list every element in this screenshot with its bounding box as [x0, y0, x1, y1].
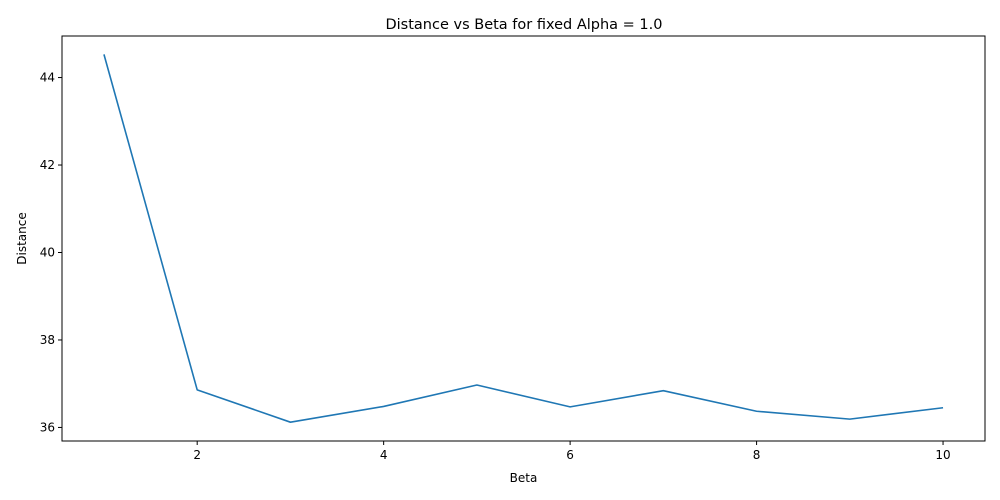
plot-area-frame: [61, 35, 986, 442]
y-tick-label: 42: [40, 158, 55, 172]
chart-title: Distance vs Beta for fixed Alpha = 1.0: [385, 17, 662, 33]
x-axis-label: Beta: [510, 471, 538, 485]
series-line: [103, 54, 944, 423]
x-tick-label: 2: [193, 448, 201, 462]
y-tick-label: 44: [40, 71, 55, 85]
x-tick-label: 4: [380, 448, 388, 462]
x-tick-label: 8: [753, 448, 761, 462]
y-tick-label: 36: [40, 420, 55, 434]
series-layer: [103, 54, 944, 423]
y-axis-label: Distance: [15, 212, 29, 264]
tick-layer: 2 4 6 8 10 36 38 40 42 44: [40, 71, 951, 462]
y-tick-label: 40: [40, 245, 55, 259]
x-tick-label: 6: [566, 448, 574, 462]
x-tick-label: 10: [935, 448, 950, 462]
y-tick-label: 38: [40, 333, 55, 347]
